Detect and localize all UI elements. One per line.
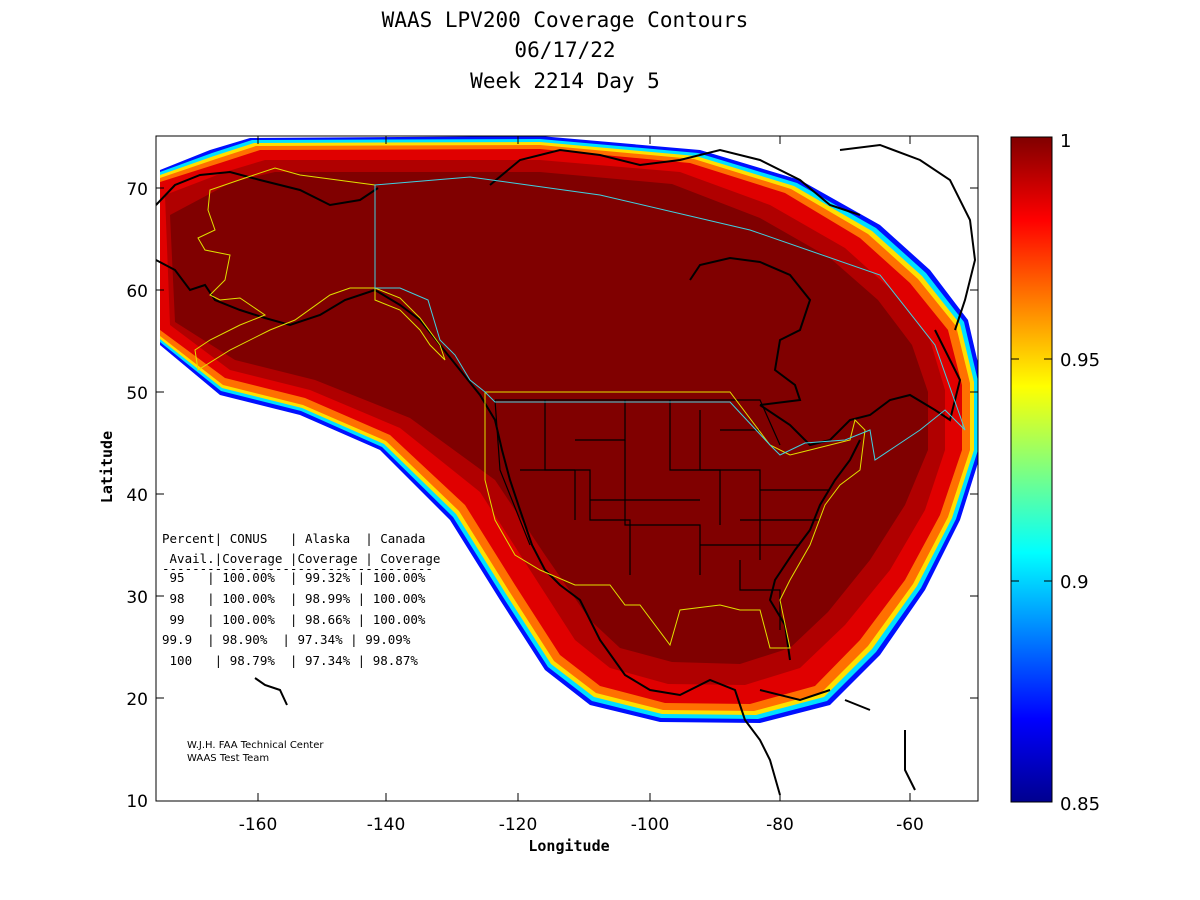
y-tick-label: 30 (126, 588, 148, 608)
x-axis-label: Longitude (528, 837, 609, 855)
x-tick-label: -100 (631, 815, 670, 835)
map-area (156, 136, 978, 801)
conus-boundary (484, 391, 866, 649)
colorbar-tick-label: 0.95 (1060, 350, 1100, 371)
x-tick-label: -160 (239, 815, 278, 835)
chart-date: 06/17/22 (514, 38, 615, 62)
credit-line2: WAAS Test Team (187, 753, 269, 764)
table-header-row1: Percent| CONUS | Alaska | Canada (162, 531, 425, 546)
x-tick-label: -80 (766, 815, 794, 835)
x-tick-label: -120 (499, 815, 538, 835)
colorbar-tick-label: 0.85 (1060, 794, 1100, 815)
y-tick-label: 40 (126, 486, 148, 506)
y-tick-label: 70 (126, 180, 148, 200)
alaska-boundary (194, 167, 446, 371)
chart-week-day: Week 2214 Day 5 (470, 69, 660, 93)
coverage-table: Percent| CONUS | Alaska | Canada Avail.|… (162, 531, 440, 668)
y-tick-label: 20 (126, 690, 148, 710)
coastlines (156, 143, 977, 796)
x-tick-label: -60 (896, 815, 924, 835)
state-borders (494, 399, 830, 630)
chart-title: WAAS LPV200 Coverage Contours (382, 8, 749, 32)
table-row: 95 | 100.00% | 99.32% | 100.00% (162, 570, 426, 585)
y-ticks (156, 187, 978, 699)
canada-boundary (374, 176, 966, 461)
colorbar (1010, 136, 1053, 803)
x-tick-label: -140 (367, 815, 406, 835)
x-ticks (257, 136, 911, 801)
table-separator: ------------------------------------ (162, 561, 433, 576)
y-tick-label: 50 (126, 384, 148, 404)
y-axis-label: Latitude (98, 431, 116, 503)
table-row: 100 | 98.79% | 97.34% | 98.87% (162, 653, 418, 668)
y-tick-label: 60 (126, 282, 148, 302)
plot-frame (155, 135, 979, 802)
table-row: 99 | 100.00% | 98.66% | 100.00% (162, 612, 426, 627)
colorbar-tick-label: 0.9 (1060, 572, 1089, 593)
y-tick-label: 10 (126, 792, 148, 812)
colorbar-tick-label: 1 (1060, 131, 1071, 152)
credit-line1: W.J.H. FAA Technical Center (187, 740, 324, 751)
colorbar-ticks (1011, 358, 1052, 582)
table-row: 99.9 | 98.90% | 97.34% | 99.09% (162, 632, 411, 647)
table-header-row2: Avail.|Coverage |Coverage | Coverage (162, 551, 440, 566)
table-row: 98 | 100.00% | 98.99% | 100.00% (162, 591, 426, 606)
